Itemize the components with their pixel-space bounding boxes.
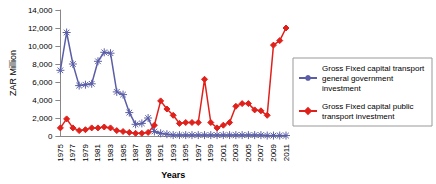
svg-text:14,000: 14,000	[28, 6, 53, 15]
svg-text:ZAR Million: ZAR Million	[8, 50, 18, 96]
svg-text:2011: 2011	[282, 143, 291, 161]
svg-text:1989: 1989	[144, 143, 153, 161]
svg-text:0: 0	[48, 132, 53, 141]
svg-text:6,000: 6,000	[32, 78, 53, 87]
svg-text:1991: 1991	[156, 143, 165, 161]
svg-text:Gross Fixed capital public: Gross Fixed capital public	[322, 102, 416, 111]
svg-text:2003: 2003	[231, 143, 240, 161]
svg-text:1977: 1977	[68, 143, 77, 161]
svg-text:10,000: 10,000	[28, 42, 53, 51]
svg-text:1985: 1985	[119, 143, 128, 161]
svg-text:investment: investment	[322, 84, 361, 93]
svg-text:Gross Fixed capital transport: Gross Fixed capital transport	[322, 64, 426, 73]
svg-text:1983: 1983	[106, 143, 115, 161]
svg-text:2009: 2009	[269, 143, 278, 161]
svg-text:1995: 1995	[181, 143, 190, 161]
svg-text:1981: 1981	[93, 143, 102, 161]
svg-text:1993: 1993	[169, 143, 178, 161]
svg-text:4,000: 4,000	[32, 96, 53, 105]
svg-text:general government: general government	[322, 74, 395, 83]
svg-text:2007: 2007	[256, 143, 265, 161]
svg-text:2005: 2005	[244, 143, 253, 161]
svg-text:2,000: 2,000	[32, 114, 53, 123]
svg-text:1979: 1979	[81, 143, 90, 161]
svg-text:1999: 1999	[206, 143, 215, 161]
svg-text:2001: 2001	[219, 143, 228, 161]
svg-text:transport investment: transport investment	[322, 112, 395, 121]
svg-text:1987: 1987	[131, 143, 140, 161]
svg-text:12,000: 12,000	[28, 24, 53, 33]
svg-text:1997: 1997	[194, 143, 203, 161]
svg-text:1975: 1975	[56, 143, 65, 161]
svg-text:Years: Years	[161, 170, 185, 180]
svg-text:8,000: 8,000	[32, 60, 53, 69]
